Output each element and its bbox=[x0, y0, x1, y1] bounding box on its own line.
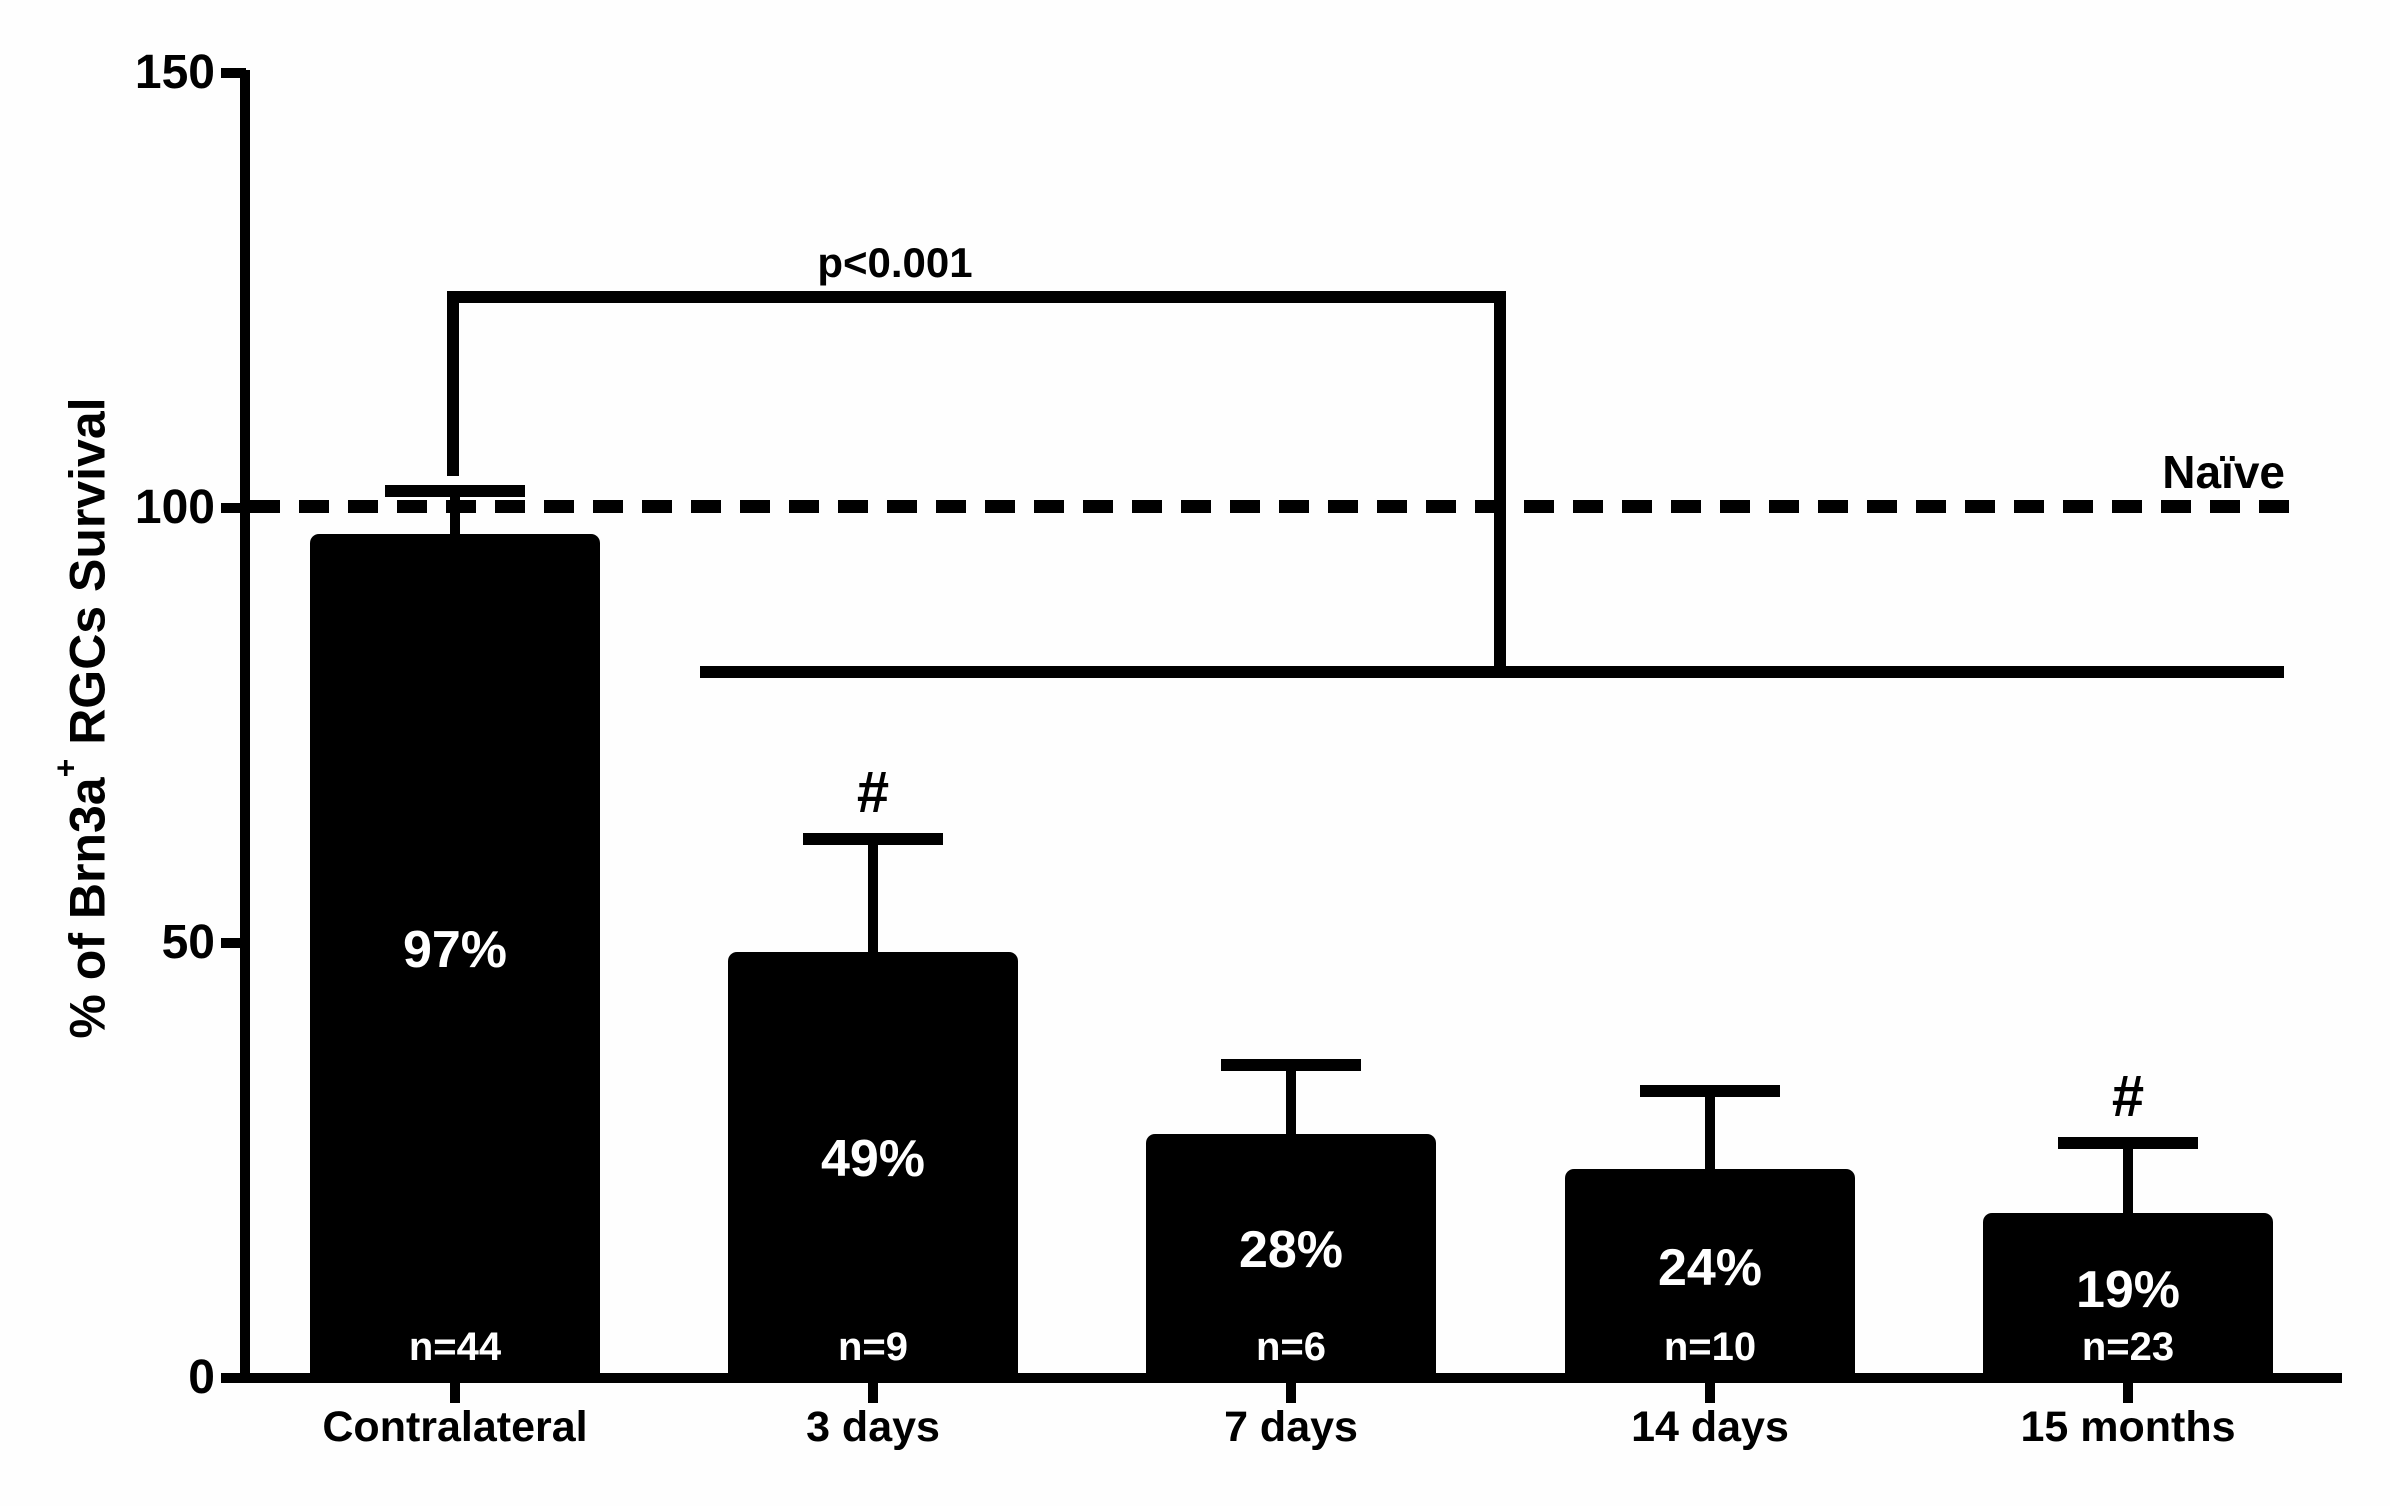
y-tick-label-50: 50 bbox=[161, 916, 215, 969]
error-bar-cap-3-days bbox=[803, 833, 943, 845]
bar-value-label-15-months: 19% bbox=[2075, 1261, 2181, 1319]
error-bar-stem-15-months bbox=[2123, 1143, 2133, 1219]
error-bar-stem-14-days bbox=[1705, 1091, 1715, 1175]
x-tick-15-months bbox=[2123, 1383, 2133, 1403]
naive-reference-dashed-line bbox=[250, 500, 2295, 513]
bar-7-days bbox=[1146, 1134, 1436, 1382]
y-tick-label-150: 150 bbox=[134, 46, 215, 99]
y-tick-100 bbox=[221, 503, 246, 513]
significance-group-line bbox=[700, 666, 2284, 678]
bar-value-label-14-days: 24% bbox=[1657, 1239, 1763, 1297]
bar-15-months bbox=[1983, 1213, 2273, 1382]
bar-value-label-contralateral: 97% bbox=[402, 921, 508, 979]
x-tick-3-days bbox=[868, 1383, 878, 1403]
y-axis-line bbox=[240, 70, 250, 1383]
significance-bracket-right-drop bbox=[1494, 291, 1506, 678]
x-category-label-7-days: 7 days bbox=[1224, 1403, 1358, 1451]
bar-14-days bbox=[1565, 1169, 1855, 1382]
n-label-contralateral: n=44 bbox=[408, 1325, 502, 1369]
bar-value-label-7-days: 28% bbox=[1238, 1221, 1344, 1279]
n-label-15-months: n=23 bbox=[2081, 1325, 2175, 1369]
p-value-label: p<0.001 bbox=[817, 239, 973, 286]
y-tick-0 bbox=[221, 1373, 246, 1383]
significance-bracket-top bbox=[447, 291, 1506, 303]
y-tick-150 bbox=[221, 68, 246, 78]
error-bar-stem-3-days bbox=[868, 839, 878, 958]
y-tick-50 bbox=[221, 938, 246, 948]
y-tick-label-0: 0 bbox=[188, 1351, 215, 1404]
x-category-label-contralateral: Contralateral bbox=[322, 1403, 588, 1451]
hash-marker-3-days: # bbox=[856, 760, 890, 825]
naive-reference-label: Naïve bbox=[2162, 446, 2285, 498]
bar-value-label-3-days: 49% bbox=[820, 1130, 926, 1188]
error-bar-stem-contralateral bbox=[450, 491, 460, 540]
n-label-7-days: n=6 bbox=[1255, 1325, 1327, 1369]
x-category-label-15-months: 15 months bbox=[2020, 1403, 2236, 1451]
error-bar-cap-7-days bbox=[1221, 1059, 1361, 1071]
error-bar-cap-14-days bbox=[1640, 1085, 1780, 1097]
hash-marker-15-months: # bbox=[2111, 1064, 2145, 1129]
error-bar-stem-7-days bbox=[1286, 1065, 1296, 1140]
x-tick-contralateral bbox=[450, 1383, 460, 1403]
x-tick-7-days bbox=[1286, 1383, 1296, 1403]
error-bar-cap-15-months bbox=[2058, 1137, 2198, 1149]
bar-contralateral bbox=[310, 534, 600, 1382]
x-tick-14-days bbox=[1705, 1383, 1715, 1403]
y-tick-label-100: 100 bbox=[134, 481, 215, 534]
n-label-3-days: n=9 bbox=[837, 1325, 909, 1369]
significance-bracket-left-drop bbox=[447, 291, 459, 476]
x-category-label-14-days: 14 days bbox=[1631, 1403, 1789, 1451]
error-bar-cap-contralateral bbox=[385, 485, 525, 497]
bar-3-days bbox=[728, 952, 1018, 1382]
n-label-14-days: n=10 bbox=[1663, 1325, 1757, 1369]
x-category-label-3-days: 3 days bbox=[806, 1403, 940, 1451]
